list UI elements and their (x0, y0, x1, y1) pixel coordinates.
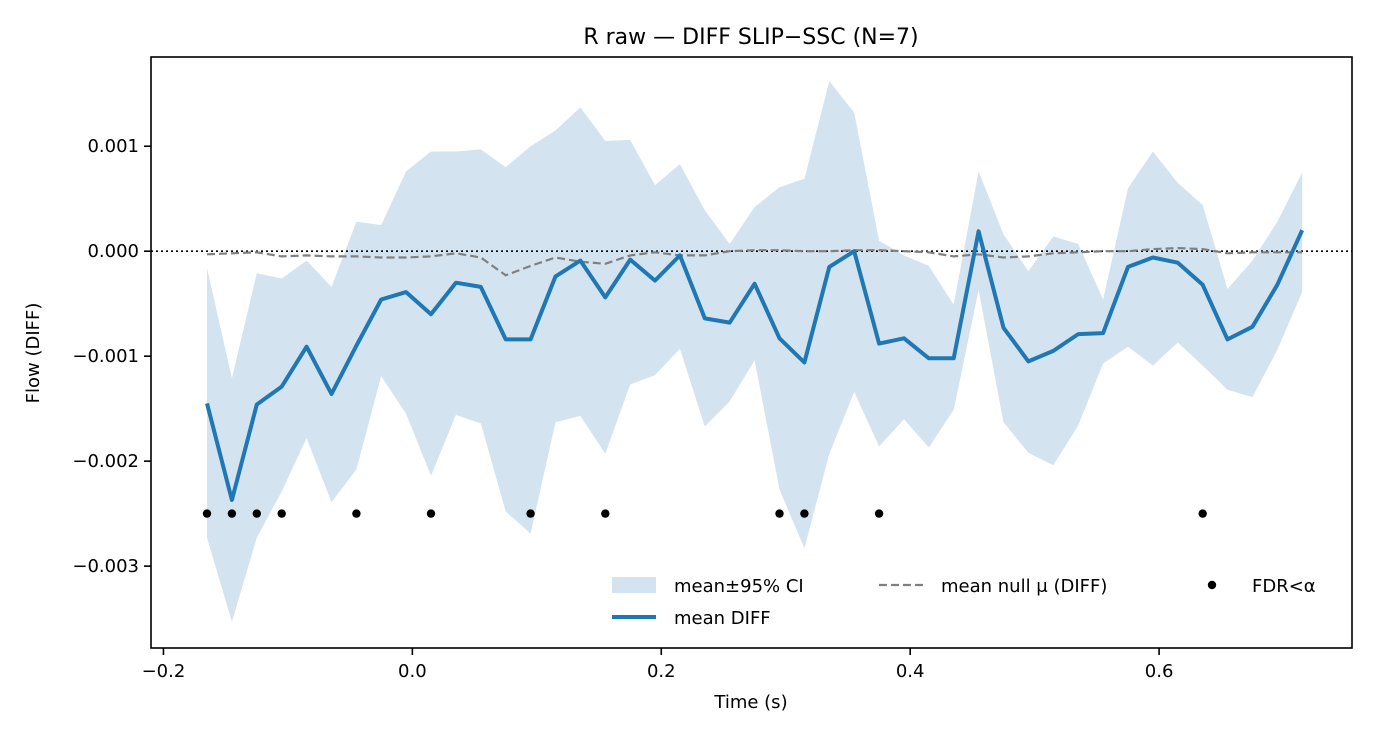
y-tick-label: −0.001 (72, 346, 139, 367)
fdr-marker (874, 509, 884, 518)
y-tick-label: 0.001 (87, 136, 139, 157)
fdr-marker (1198, 509, 1207, 518)
y-tick-label: 0.000 (87, 241, 139, 262)
plot-frame (150, 56, 1353, 649)
mean-diff-line (205, 229, 1305, 502)
x-axis-label: Time (s) (713, 692, 787, 713)
y-axis-label: Flow (DIFF) (23, 303, 44, 404)
fdr-marker (227, 509, 237, 518)
legend-label: FDR<α (1252, 576, 1316, 597)
chart-title: R raw — DIFF SLIP−SSC (N=7) (583, 25, 918, 50)
fdr-marker (775, 509, 784, 518)
x-tick-label: 0.6 (1145, 661, 1174, 682)
fdr-marker (202, 509, 212, 518)
fdr-marker (352, 509, 361, 518)
fdr-marker (601, 509, 610, 518)
legend-label: mean±95% CI (674, 576, 804, 597)
null-mean-line (206, 246, 1303, 277)
legend-label: mean null μ (DIFF) (941, 576, 1107, 597)
legend-label: mean DIFF (674, 608, 771, 629)
fdr-marker (526, 509, 535, 518)
fdr-marker (800, 509, 809, 518)
x-tick-label: 0.2 (647, 661, 676, 682)
legend: mean±95% CI mean null μ (DIFF) FDR<α mean D… (612, 576, 1316, 629)
fdr-marker (426, 509, 436, 518)
x-tick-label: −0.2 (142, 661, 186, 682)
fdr-marker (277, 509, 286, 518)
legend-swatch-band (612, 577, 656, 593)
y-tick-label: −0.003 (72, 556, 139, 577)
plot-area: −0.2 0.0 0.2 0.4 0.6 0.001 0.000 −0.001 −0.002 −0… (72, 56, 1353, 682)
ci-band (207, 81, 1303, 622)
y-tick-label: −0.002 (72, 451, 139, 472)
fdr-marker (252, 509, 261, 518)
x-tick-label: 0.4 (896, 661, 925, 682)
x-tick-label: 0.0 (398, 661, 427, 682)
legend-swatch-marker (1207, 580, 1217, 590)
